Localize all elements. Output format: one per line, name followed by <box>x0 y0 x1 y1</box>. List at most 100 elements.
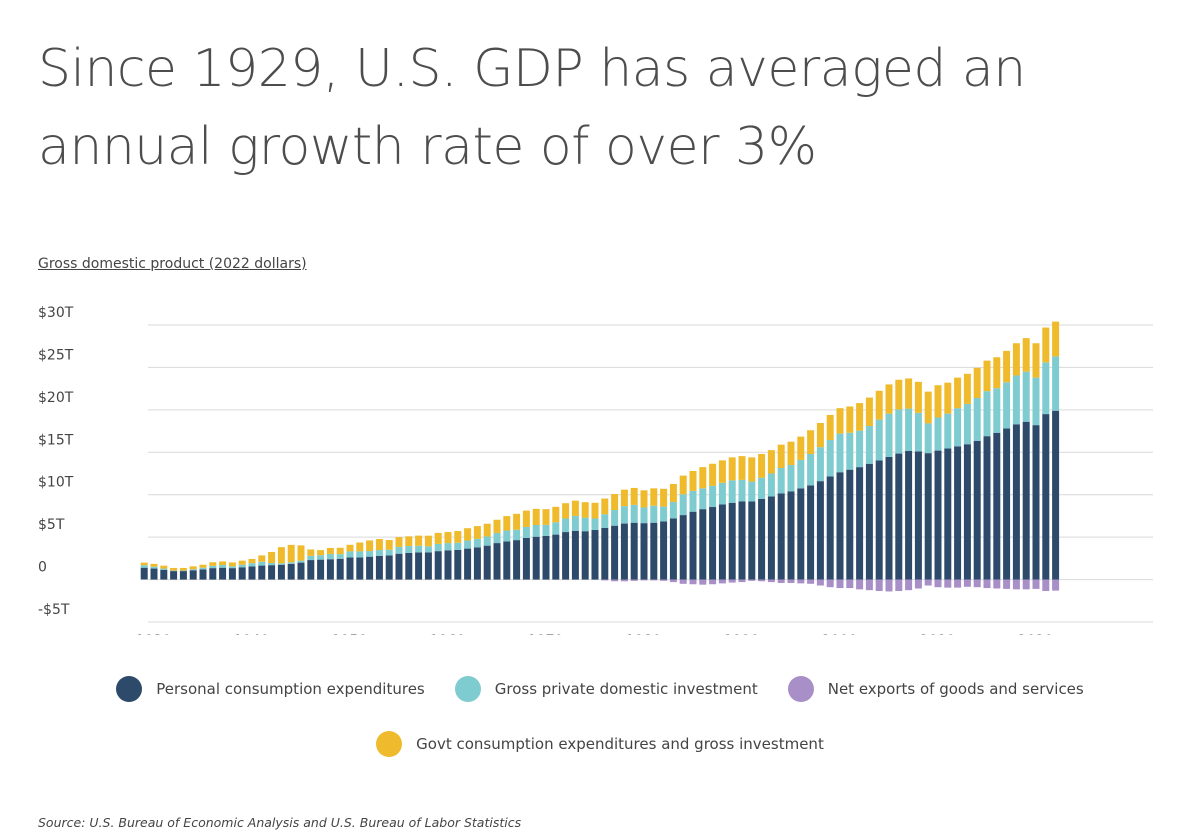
bar-pce <box>385 555 393 580</box>
bar-net-exports <box>895 579 903 592</box>
bar-pce <box>895 453 903 580</box>
bar-govt <box>983 360 991 392</box>
bar-net-exports <box>846 579 854 589</box>
bar-govt <box>728 457 736 481</box>
bar-investment <box>562 518 570 533</box>
bar-investment <box>454 542 462 550</box>
bar-investment <box>522 526 530 538</box>
bar-investment <box>228 566 236 569</box>
bar-net-exports <box>738 579 746 583</box>
bar-investment <box>189 569 197 571</box>
bar-govt <box>385 540 393 550</box>
bar-investment <box>248 563 256 567</box>
y-tick-label: $25T <box>38 347 74 363</box>
bar-pce <box>983 436 991 580</box>
bar-govt <box>738 456 746 480</box>
bar-govt <box>552 506 560 523</box>
bar-pce <box>424 552 432 580</box>
bar-govt <box>238 560 246 565</box>
bar-govt <box>718 460 726 483</box>
bar-govt <box>924 391 932 424</box>
bar-investment <box>581 517 589 532</box>
bar-net-exports <box>748 579 756 581</box>
bar-govt <box>258 555 266 562</box>
bar-pce <box>758 498 766 580</box>
legend-item-investment: Gross private domestic investment <box>454 676 758 702</box>
bar-investment <box>219 564 227 568</box>
bar-investment <box>160 568 168 570</box>
bar-net-exports <box>620 579 628 582</box>
bar-investment <box>542 524 550 536</box>
bar-investment <box>493 532 501 544</box>
bar-pce <box>836 472 844 580</box>
bar-investment <box>483 536 491 546</box>
bar-govt <box>611 494 619 510</box>
bar-pce <box>1042 414 1050 580</box>
bar-investment <box>503 530 511 542</box>
bar-govt <box>689 470 697 491</box>
bar-govt <box>405 536 413 547</box>
bar-net-exports <box>1052 579 1060 591</box>
bar-govt <box>846 406 854 433</box>
bar-pce <box>317 559 325 580</box>
bar-investment <box>297 560 305 563</box>
bar-investment <box>758 477 766 499</box>
y-tick-label: $20T <box>38 390 74 406</box>
chart-subtitle: Gross domestic product (2022 dollars) <box>38 256 307 272</box>
bar-pce <box>346 557 354 580</box>
bar-investment <box>395 546 403 554</box>
bar-govt <box>268 551 276 564</box>
bar-govt <box>914 381 922 413</box>
bar-pce <box>1052 410 1060 580</box>
bar-govt <box>826 414 834 440</box>
bar-pce <box>669 518 677 580</box>
bar-govt <box>856 403 864 431</box>
bar-investment <box>375 550 383 556</box>
bar-govt <box>640 490 648 508</box>
bar-pce <box>660 521 668 580</box>
bar-govt <box>1052 321 1060 357</box>
bar-investment <box>366 551 374 557</box>
bar-investment <box>728 480 736 503</box>
bar-govt <box>454 531 462 543</box>
bar-investment <box>1022 371 1030 422</box>
bar-investment <box>140 565 148 568</box>
bar-govt <box>522 510 530 527</box>
bar-govt <box>748 457 756 482</box>
bar-pce <box>856 467 864 580</box>
bar-net-exports <box>709 579 717 585</box>
bar-investment <box>346 551 354 558</box>
bar-govt <box>326 548 334 554</box>
bar-investment <box>934 417 942 451</box>
x-tick-label: 1930 <box>136 633 172 635</box>
bar-investment <box>679 494 687 516</box>
bar-govt <box>650 488 658 506</box>
bar-investment <box>787 465 795 492</box>
bar-net-exports <box>1032 579 1040 589</box>
bar-govt <box>581 502 589 518</box>
bar-govt <box>415 535 423 546</box>
bar-investment <box>307 555 315 561</box>
y-tick-label: $5T <box>38 517 65 533</box>
y-tick-label: 0 <box>38 560 47 576</box>
bar-pce <box>816 481 824 580</box>
bar-net-exports <box>758 579 766 582</box>
bar-net-exports <box>944 579 952 588</box>
bar-investment <box>513 529 521 541</box>
bar-govt <box>228 562 236 567</box>
bar-govt <box>1003 350 1011 383</box>
bar-govt <box>219 561 227 565</box>
bar-govt <box>199 564 207 568</box>
bar-investment <box>973 397 981 441</box>
y-tick-label: $30T <box>38 305 74 321</box>
legend-label-govt: Govt consumption expenditures and gross … <box>416 735 824 753</box>
bar-pce <box>140 567 148 580</box>
bar-net-exports <box>983 579 991 589</box>
bar-govt <box>807 430 815 454</box>
bar-investment <box>689 490 697 512</box>
legend-item-govt: Govt consumption expenditures and gross … <box>376 731 824 757</box>
bar-investment <box>944 413 952 449</box>
bar-investment <box>473 538 481 548</box>
legend-row-1: Personal consumption expenditures Gross … <box>0 676 1200 702</box>
x-tick-label: 2010 <box>920 633 956 635</box>
